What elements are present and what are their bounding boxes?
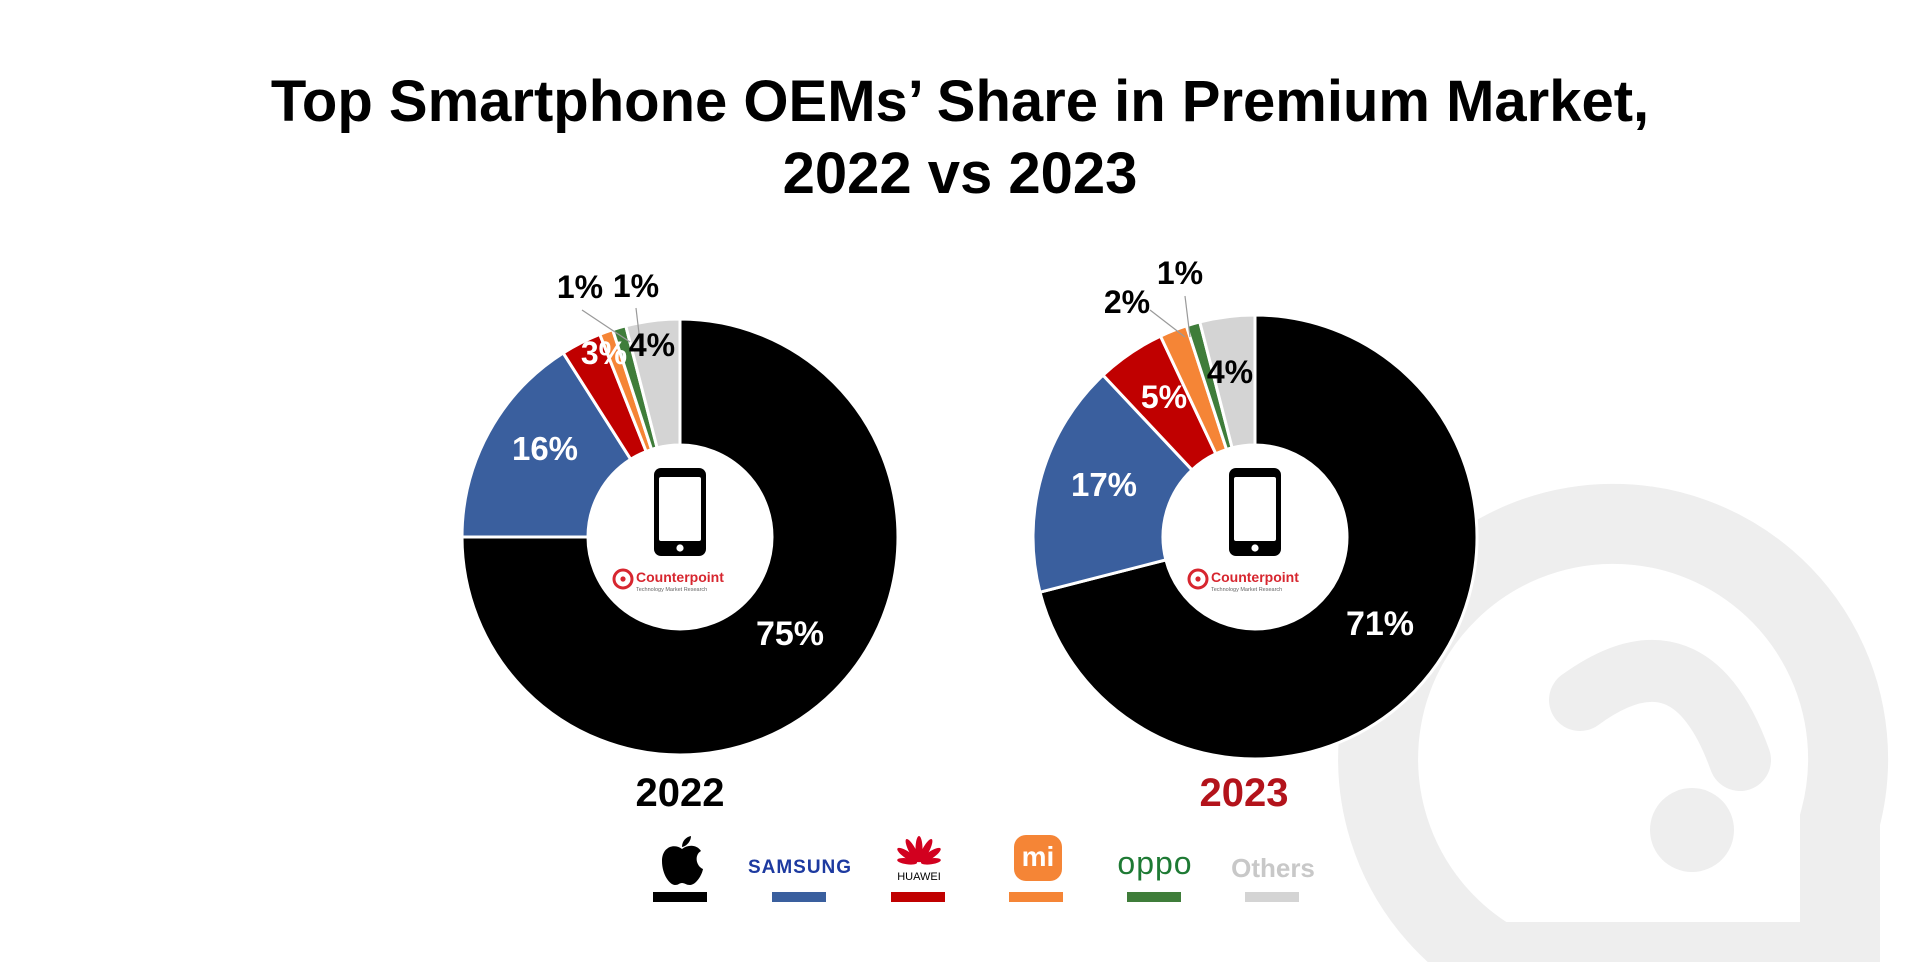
phone-icon (654, 468, 706, 556)
watermark-arc (1338, 483, 1889, 962)
legend-item-huawei: HUAWEI (864, 835, 974, 905)
data-label-2022-others: 4% (629, 327, 675, 363)
data-label-2023-oppo: 1% (1157, 255, 1203, 291)
huawei-label: HUAWEI (897, 871, 941, 883)
legend-swatch-apple (653, 892, 707, 902)
slice-2022-apple (460, 317, 900, 757)
data-label-2023-others: 4% (1207, 354, 1253, 390)
legend-item-oppo: oppo (1100, 835, 1210, 905)
year-label-2022: 2022 (635, 771, 725, 815)
center-brand-tagline: Technology Market Research (636, 587, 707, 593)
data-label-2023-xiaomi: 2% (1104, 284, 1150, 320)
huawei-logo-icon (897, 836, 941, 865)
leader-line-2023-xiaomi (1149, 309, 1186, 338)
counterpoint-logo-icon (1187, 568, 1209, 590)
donut-chart-2023: 71% 17% 5% 2%1% 4% Counterpoint Technology Mar… (1031, 255, 1479, 761)
apple-logo-icon (662, 836, 703, 885)
data-label-2022-xiaomi: 1% (557, 269, 603, 305)
legend-item-others: Others (1218, 835, 1328, 905)
oppo-logo-icon: oppo (1117, 845, 1193, 881)
samsung-logo-icon: SAMSUNG (747, 857, 853, 878)
data-label-2022-apple: 75% (756, 615, 824, 653)
chart-title-line1: Top Smartphone OEMs’ Share in Premium Ma… (270, 69, 1650, 134)
slice-2023-apple (1038, 313, 1479, 761)
data-label-2022-samsung: 16% (512, 430, 578, 467)
phone-icon (1229, 468, 1281, 556)
data-label-2022-oppo: 1% (613, 268, 659, 304)
xiaomi-logo-icon: mi (1014, 835, 1062, 881)
legend-item-samsung: SAMSUNG (745, 835, 855, 905)
center-brand-name: Counterpoint (1211, 569, 1299, 585)
legend-swatch-huawei (891, 892, 945, 902)
donut-chart-2022: 75% 16% 3% 1% 1% 4% Counterpoint Technology Mar… (460, 268, 900, 757)
others-label: Others (1231, 853, 1315, 883)
leader-line-2022-xiaomi (581, 309, 631, 343)
legend-swatch-oppo (1127, 892, 1181, 902)
slice-2022-samsung (460, 350, 633, 539)
data-label-2023-apple: 71% (1346, 605, 1414, 643)
slice-2023-others (1197, 313, 1257, 450)
counterpoint-logo-icon (612, 568, 634, 590)
data-label-2023-samsung: 17% (1071, 466, 1137, 503)
legend-swatch-samsung (772, 892, 826, 902)
watermark-dot (1650, 788, 1734, 872)
xiaomi-logo-text: mi (1021, 841, 1055, 872)
center-brand-name: Counterpoint (636, 569, 724, 585)
legend-swatch-others (1245, 892, 1299, 902)
legend-item-xiaomi: mi (982, 835, 1092, 905)
leader-line-2022-oppo (635, 307, 641, 343)
data-label-2023-huawei: 5% (1141, 379, 1187, 415)
data-label-2022-huawei: 3% (581, 335, 627, 371)
legend-swatch-xiaomi (1009, 892, 1063, 902)
center-brand-tagline: Technology Market Research (1211, 587, 1282, 593)
leader-line-2023-oppo (1184, 295, 1191, 338)
year-label-2023: 2023 (1199, 771, 1289, 815)
slice-2022-others (623, 317, 682, 450)
chart-title: Top Smartphone OEMs’ Share in Premium Ma… (0, 66, 1920, 210)
legend-item-apple (626, 835, 736, 905)
chart-title-line2: 2022 vs 2023 (782, 141, 1138, 206)
watermark-hook (1549, 639, 1771, 791)
